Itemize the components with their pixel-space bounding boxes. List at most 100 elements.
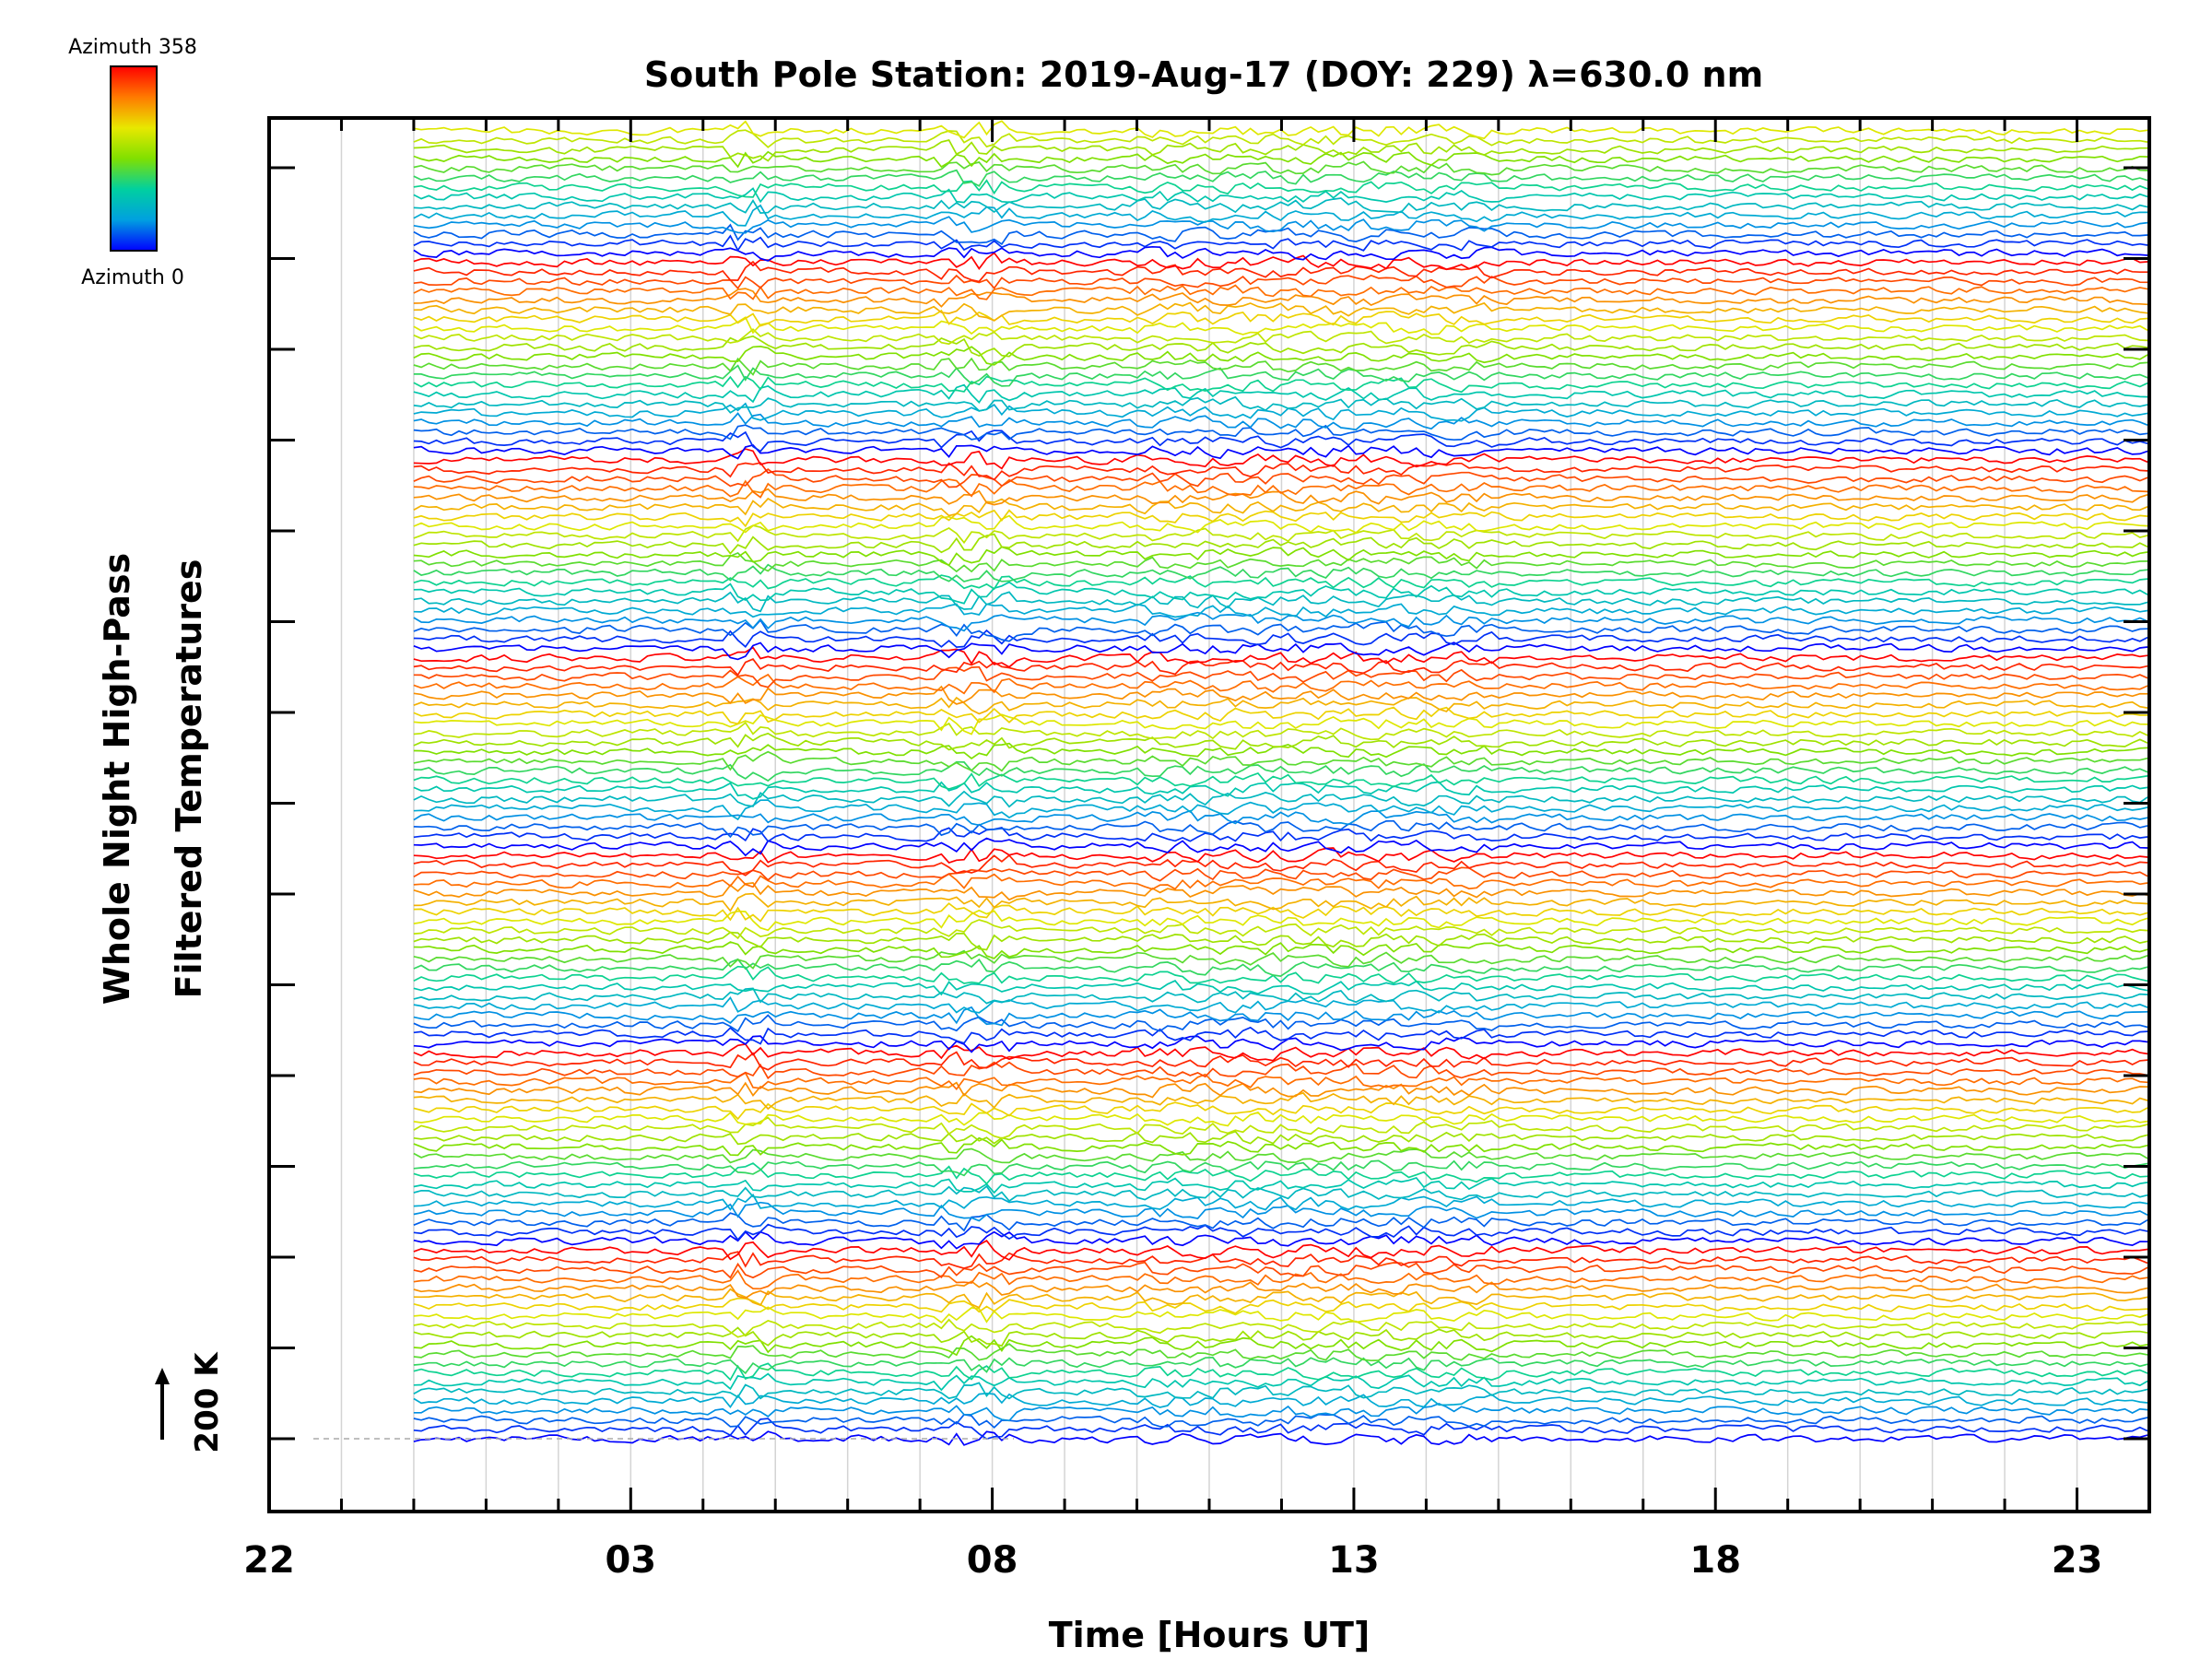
- temperature-trace: [413, 1413, 2148, 1430]
- temperature-trace: [413, 658, 2148, 677]
- temperature-trace: [413, 941, 2148, 959]
- temperature-trace: [413, 1212, 2148, 1232]
- temperature-trace: [413, 364, 2148, 387]
- temperature-trace: [413, 721, 2148, 741]
- temperature-trace: [413, 260, 2147, 283]
- temperature-trace: [413, 881, 2148, 901]
- temperature-trace: [413, 892, 2148, 912]
- temperature-traces: [413, 120, 2148, 1446]
- temperature-trace: [413, 1326, 2148, 1347]
- scale-indicator: 200 K: [155, 1351, 226, 1453]
- temperature-trace: [413, 799, 2148, 821]
- temperature-trace: [413, 909, 2148, 932]
- scale-arrow-head: [155, 1368, 170, 1384]
- temperature-trace: [413, 346, 2148, 366]
- temperature-trace: [413, 1335, 2148, 1357]
- temperature-trace: [413, 1184, 2148, 1203]
- temperature-trace: [413, 462, 2148, 481]
- temperature-trace: [413, 284, 2148, 300]
- scale-label: 200 K: [189, 1351, 226, 1453]
- temperature-trace: [413, 646, 2148, 668]
- temperature-trace: [413, 169, 2148, 187]
- temperature-trace: [413, 1071, 2148, 1091]
- temperature-trace: [413, 1116, 2148, 1139]
- temperature-trace: [413, 316, 2148, 335]
- temperature-trace: [413, 1430, 2148, 1446]
- temperature-trace: [413, 1026, 2148, 1045]
- temperature-trace: [413, 847, 2148, 864]
- temperature-trace: [413, 139, 2147, 162]
- temperature-trace: [413, 563, 2148, 582]
- temperature-trace: [413, 197, 2148, 214]
- temperature-trace: [413, 1297, 2148, 1314]
- temperature-trace: [413, 618, 2148, 642]
- temperature-trace: [413, 1162, 2148, 1185]
- x-tick-label: 03: [605, 1539, 656, 1582]
- temperature-trace: [413, 509, 2148, 528]
- temperature-trace: [413, 1269, 2148, 1290]
- temperature-trace: [413, 1223, 2148, 1241]
- temperature-trace: [413, 958, 2148, 977]
- colorbar-gradient: [110, 65, 158, 252]
- temperature-trace: [413, 629, 2148, 648]
- x-tick-label: 08: [967, 1539, 1018, 1582]
- temperature-trace: [413, 274, 2148, 290]
- x-tick-label: 18: [1689, 1539, 1741, 1582]
- temperature-trace: [413, 1318, 2148, 1338]
- temperature-trace: [413, 179, 2148, 198]
- temperature-trace: [413, 1136, 2148, 1157]
- temperature-trace: [413, 478, 2148, 499]
- temperature-trace: [413, 819, 2148, 839]
- temperature-trace: [413, 245, 2148, 262]
- temperature-trace: [413, 448, 2148, 470]
- temperature-trace: [413, 837, 2148, 857]
- temperature-trace: [413, 1306, 2148, 1324]
- temperature-trace: [413, 1194, 2148, 1211]
- temperature-trace: [413, 665, 2148, 688]
- temperature-trace: [413, 288, 2148, 308]
- temperature-trace: [413, 781, 2148, 800]
- temperature-trace: [413, 524, 2148, 545]
- temperature-trace: [413, 1035, 2148, 1053]
- temperature-trace: [413, 591, 2148, 613]
- temperature-trace: [413, 204, 2148, 227]
- temperature-trace: [413, 949, 2148, 970]
- temperature-trace: [413, 301, 2148, 322]
- temperature-trace: [413, 980, 2148, 996]
- x-tick-label: 13: [1328, 1539, 1380, 1582]
- temperature-trace: [413, 742, 2148, 759]
- temperature-trace: [413, 1081, 2148, 1099]
- temperature-trace: [413, 546, 2148, 567]
- temperature-trace: [413, 443, 2148, 460]
- chart-title: South Pole Station: 2019-Aug-17 (DOY: 22…: [644, 54, 1763, 95]
- temperature-trace: [413, 1042, 2148, 1062]
- temperature-trace: [413, 853, 2148, 877]
- temperature-trace: [413, 533, 2148, 555]
- temperature-trace: [413, 603, 2148, 618]
- temperature-trace: [413, 987, 2148, 1005]
- temperature-trace: [413, 424, 2148, 441]
- vertical-gridlines: [340, 118, 2078, 1512]
- temperature-trace: [413, 551, 2148, 573]
- temperature-trace: [413, 706, 2147, 725]
- temperature-trace: [413, 1051, 2148, 1071]
- temperature-trace: [413, 187, 2148, 204]
- temperature-trace: [413, 713, 2148, 735]
- temperature-trace: [413, 1130, 2148, 1146]
- temperature-trace: [413, 1201, 2148, 1222]
- temperature-trace: [413, 1280, 2148, 1300]
- temperature-trace: [413, 375, 2148, 394]
- temperature-trace: [413, 1261, 2148, 1279]
- temperature-trace: [413, 581, 2148, 605]
- colorbar-bottom-label: Azimuth 0: [81, 266, 184, 289]
- temperature-trace: [413, 760, 2148, 782]
- temperature-trace: [413, 641, 2148, 661]
- temperature-trace: [413, 150, 2148, 169]
- temperature-trace: [413, 995, 2148, 1014]
- temperature-trace: [413, 1101, 2148, 1121]
- temperature-trace: [413, 1392, 2148, 1409]
- temperature-trace: [413, 919, 2148, 940]
- temperature-trace: [413, 673, 2148, 695]
- temperature-trace: [413, 429, 2148, 453]
